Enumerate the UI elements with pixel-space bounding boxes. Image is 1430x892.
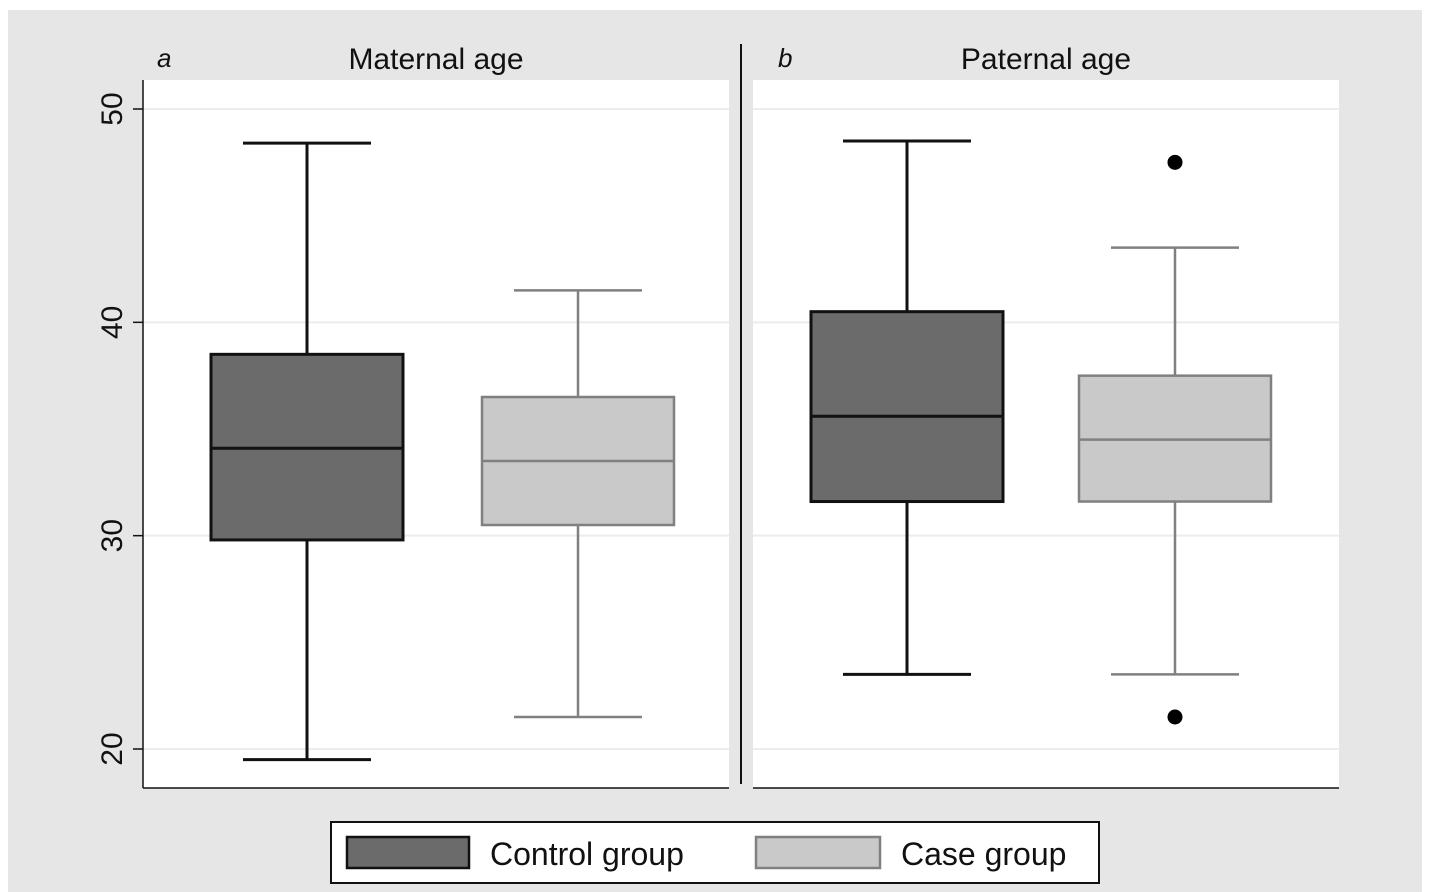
panel-title-b: Paternal age xyxy=(961,43,1131,76)
y-tick-label: 50 xyxy=(96,92,129,125)
gridlines-a xyxy=(143,108,729,750)
iqr-box xyxy=(809,310,1005,504)
outlier-point xyxy=(1167,154,1183,170)
box-a-case xyxy=(480,289,676,719)
panel-title-a: Maternal age xyxy=(348,43,523,76)
gridlines-b xyxy=(753,108,1339,750)
panel-label-b: b xyxy=(778,43,792,73)
legend-swatch-case xyxy=(754,835,882,870)
legend: Control group Case group xyxy=(330,821,1100,884)
legend-label-control: Control group xyxy=(490,836,684,872)
y-tick-label: 30 xyxy=(96,519,129,552)
legend-swatch-control xyxy=(345,835,471,870)
panel-paternal-age: b Paternal age xyxy=(753,43,1339,789)
outlier-point xyxy=(1167,709,1183,725)
y-tick-label: 40 xyxy=(96,306,129,339)
box-b-control xyxy=(809,139,1005,676)
y-tick-label: 20 xyxy=(96,732,129,765)
panel-label-a: a xyxy=(157,43,171,73)
panel-maternal-age: 20 30 40 50 a Maternal age xyxy=(96,43,729,789)
legend-label-case: Case group xyxy=(901,836,1066,872)
y-ticks-a: 20 30 40 50 xyxy=(96,92,143,766)
box-a-control xyxy=(209,141,405,762)
boxes-b xyxy=(809,139,1273,725)
box-b-case xyxy=(1077,154,1273,725)
boxes-a xyxy=(209,141,676,762)
